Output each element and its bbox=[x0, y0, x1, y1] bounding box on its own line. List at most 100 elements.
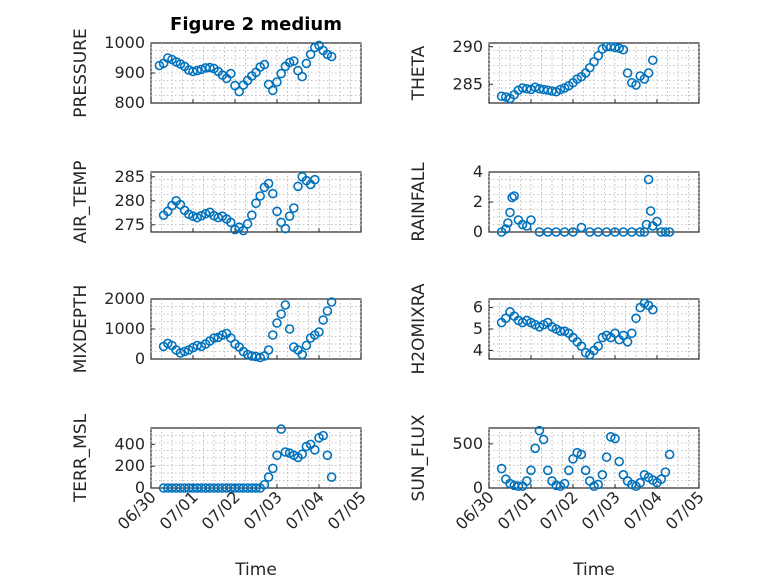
data-point bbox=[259, 479, 270, 490]
y-axis-label: TERR_MSL bbox=[71, 413, 91, 503]
x-tick-label: 07/03 bbox=[578, 487, 624, 533]
y-axis-label: MIXDEPTH bbox=[71, 285, 91, 374]
data-point bbox=[297, 71, 308, 82]
data-point bbox=[326, 51, 337, 62]
data-point bbox=[251, 198, 261, 208]
data-point bbox=[500, 92, 511, 102]
data-point bbox=[534, 425, 545, 436]
data-point bbox=[517, 219, 528, 230]
data-point bbox=[188, 66, 198, 77]
data-point bbox=[664, 227, 675, 237]
x-tick-label: 07/05 bbox=[662, 487, 708, 533]
data-point bbox=[593, 50, 604, 61]
y-tick-label: 2 bbox=[473, 192, 483, 211]
y-tick-label: 0 bbox=[135, 349, 145, 368]
subplot-theta: 285 290 THETA bbox=[409, 37, 700, 104]
data-point bbox=[496, 91, 507, 102]
subplot-h2omixra: 4 5 6 H2OMIXRA bbox=[409, 283, 700, 375]
data-point bbox=[593, 341, 604, 351]
data-point bbox=[660, 467, 671, 477]
subplot-sun_flux: 0 500 SUN_FLUX bbox=[409, 414, 700, 501]
data-point bbox=[593, 479, 604, 490]
data-point bbox=[272, 318, 282, 328]
data-point bbox=[267, 188, 278, 199]
data-point bbox=[280, 300, 291, 310]
x-tick-label: 07/02 bbox=[536, 487, 582, 533]
data-point bbox=[503, 218, 513, 228]
data-point bbox=[280, 447, 291, 457]
data-point bbox=[610, 433, 620, 444]
data-point bbox=[496, 463, 507, 474]
y-tick-label: 285 bbox=[114, 167, 145, 186]
data-point bbox=[622, 337, 633, 347]
data-point bbox=[631, 313, 641, 324]
data-point bbox=[263, 178, 274, 189]
data-point bbox=[280, 223, 291, 234]
data-point bbox=[314, 327, 324, 337]
data-point bbox=[610, 42, 620, 53]
y-tick-label: 5 bbox=[473, 319, 483, 338]
data-point bbox=[179, 346, 190, 357]
y-tick-label: 280 bbox=[114, 191, 145, 210]
data-point bbox=[626, 328, 637, 339]
y-axis-label: THETA bbox=[409, 45, 429, 101]
y-tick-label: 0 bbox=[135, 478, 145, 497]
series-points bbox=[496, 174, 675, 237]
data-point bbox=[538, 434, 549, 445]
data-point bbox=[622, 68, 633, 78]
data-point bbox=[272, 450, 282, 461]
data-point bbox=[559, 478, 570, 489]
data-point bbox=[576, 222, 587, 233]
series-points bbox=[496, 298, 658, 360]
y-axis-label: H2OMIXRA bbox=[409, 283, 429, 374]
data-point bbox=[647, 55, 658, 66]
data-point bbox=[251, 483, 261, 493]
data-point bbox=[267, 330, 278, 340]
data-point bbox=[530, 82, 541, 93]
data-point bbox=[255, 191, 266, 201]
series-points bbox=[496, 41, 658, 104]
subplot-rainfall: 0 2 4 RAINFALL bbox=[409, 162, 700, 242]
data-point bbox=[263, 345, 274, 355]
data-point bbox=[293, 181, 303, 192]
series-points bbox=[158, 297, 337, 363]
data-point bbox=[645, 206, 656, 216]
data-point bbox=[526, 465, 536, 476]
data-point bbox=[563, 465, 574, 476]
y-axis-label: PRESSURE bbox=[71, 28, 91, 117]
series-points bbox=[158, 424, 337, 493]
data-point bbox=[507, 192, 517, 203]
data-point bbox=[635, 227, 646, 237]
data-point bbox=[656, 474, 667, 484]
data-point bbox=[309, 445, 320, 455]
data-point bbox=[163, 53, 173, 63]
y-tick-label: 275 bbox=[114, 215, 145, 234]
data-point bbox=[276, 309, 287, 319]
y-axis-label: SUN_FLUX bbox=[409, 414, 429, 501]
data-point bbox=[284, 324, 295, 334]
figure-title: Figure 2 medium bbox=[170, 14, 342, 35]
x-axis-label: Time bbox=[572, 560, 615, 580]
data-point bbox=[601, 452, 612, 462]
x-tick-label: 07/01 bbox=[156, 487, 202, 533]
data-point bbox=[647, 304, 658, 315]
x-tick-label: 07/04 bbox=[620, 487, 666, 533]
data-point bbox=[301, 58, 312, 69]
data-point bbox=[276, 68, 287, 79]
data-point bbox=[660, 227, 671, 237]
data-point bbox=[521, 476, 532, 486]
data-point bbox=[209, 333, 219, 343]
data-point bbox=[234, 86, 244, 97]
y-tick-label: 400 bbox=[114, 434, 145, 453]
y-tick-label: 6 bbox=[473, 298, 483, 317]
y-tick-label: 900 bbox=[114, 63, 145, 82]
data-point bbox=[555, 326, 566, 336]
grid bbox=[150, 299, 362, 359]
data-point bbox=[242, 219, 253, 229]
y-tick-label: 200 bbox=[114, 456, 145, 475]
x-tick-label: 07/02 bbox=[198, 487, 244, 533]
x-tick-label: 07/01 bbox=[494, 487, 540, 533]
subplot-mixdepth: 0 1000 2000 MIXDEPTH bbox=[71, 285, 362, 374]
data-point bbox=[509, 191, 520, 201]
